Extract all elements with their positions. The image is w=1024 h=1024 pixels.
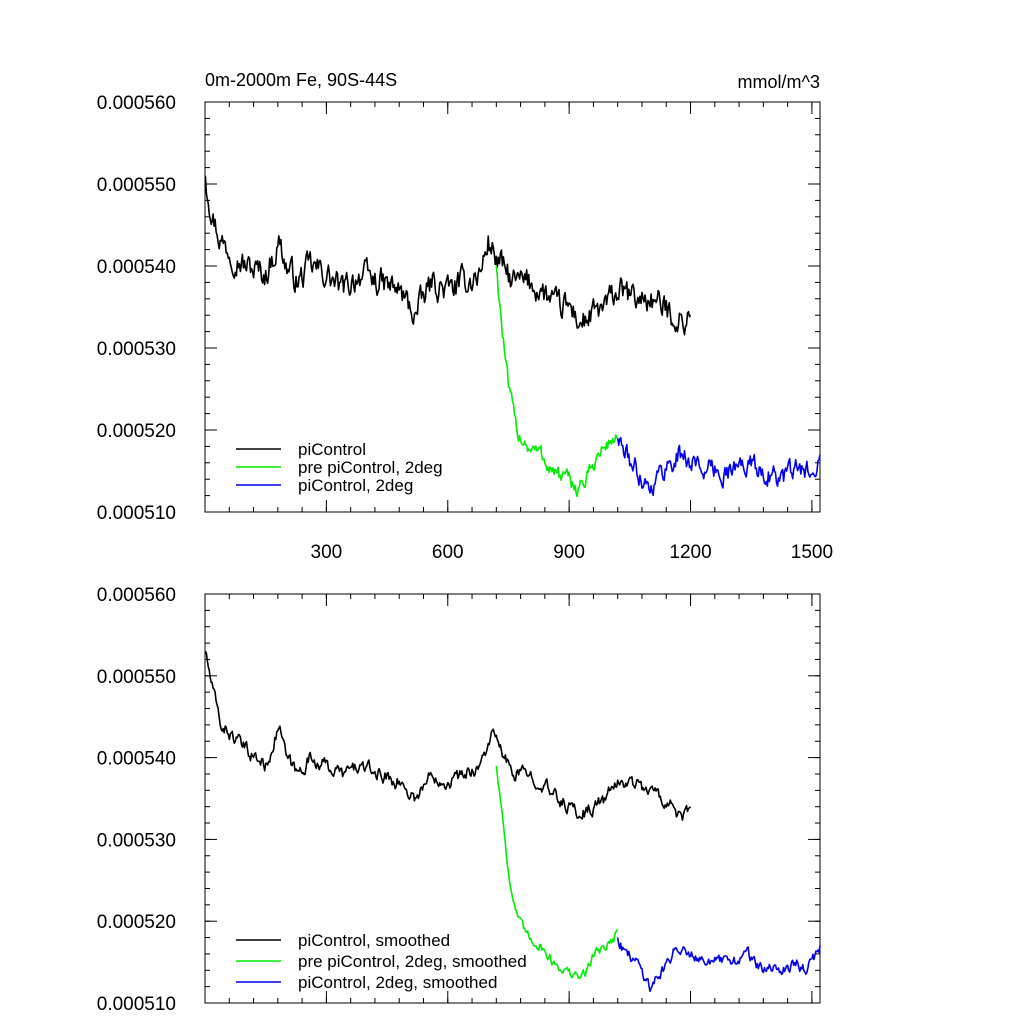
units-label: mmol/m^3 [738,72,820,92]
x-tick-label: 300 [311,542,343,563]
x-tick-label: 600 [432,542,464,563]
y-tick-label: 0.000520 [97,912,176,933]
y-tick-label: 0.000550 [97,175,176,196]
chart-title: 0m-2000m Fe, 90S-44S [205,70,397,90]
y-tick-label: 0.000530 [97,339,176,360]
y-tick-label: 0.000540 [97,749,176,770]
x-tick-label: 900 [553,542,585,563]
series-line-1 [204,650,692,821]
y-tick-label: 0.000560 [97,93,176,114]
x-tick-label: 1500 [791,542,833,563]
x-tick-label: 1200 [669,542,711,563]
y-tick-label: 0.000530 [97,830,176,851]
y-tick-label: 0.000560 [97,585,176,606]
legend-label: pre piControl, 2deg, smoothed [298,952,527,971]
y-tick-label: 0.000550 [97,667,176,688]
series-line-3 [616,436,821,497]
series-line-2 [495,265,619,498]
legend-label: piControl [298,440,366,459]
y-tick-label: 0.000510 [97,994,176,1015]
y-tick-label: 0.000510 [97,503,176,524]
legend-label: pre piControl, 2deg [298,458,443,477]
series-line-1 [204,175,692,336]
plot-frame [204,593,821,1004]
series-line-3 [616,937,821,993]
legend-label: piControl, 2deg [298,476,413,495]
y-tick-label: 0.000520 [97,421,176,442]
legend-label: piControl, smoothed [298,931,450,950]
y-tick-label: 0.000540 [97,257,176,278]
plot-frame [204,101,821,513]
legend-label: piControl, 2deg, smoothed [298,973,497,992]
series-line-2 [495,765,619,979]
